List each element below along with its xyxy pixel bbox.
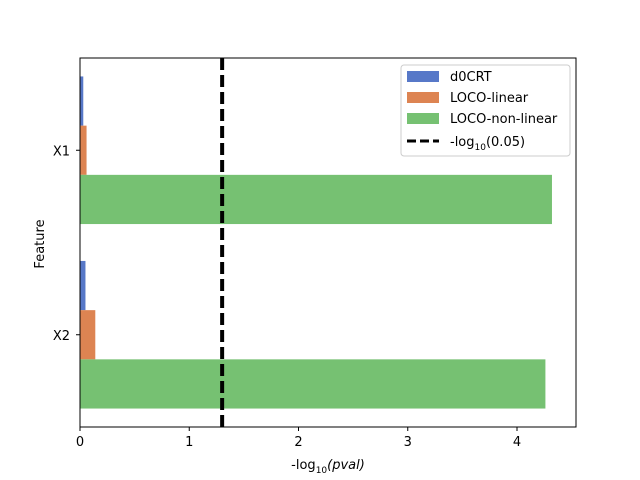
bar-x1-loco-non-linear (80, 174, 552, 225)
legend: d0CRT LOCO-linear LOCO-non-linear -log10(0… (400, 64, 571, 157)
legend-reference-line-prefix: -log (450, 135, 475, 150)
x-axis-label-subscript: 10 (316, 466, 328, 476)
legend-label-loco-non-linear: LOCO-non-linear (450, 112, 558, 127)
legend-items: d0CRT LOCO-linear LOCO-non-linear (407, 70, 558, 127)
y-axis-label: Feature (33, 219, 48, 268)
x-axis-label: -log10(pval) (291, 458, 365, 476)
y-axis: X1 X2 (53, 144, 80, 344)
x-axis-label-prefix: -log (291, 458, 316, 473)
legend-frame (400, 64, 571, 157)
x-tick-label: 3 (404, 435, 412, 450)
legend-reference-line-label: -log10(0.05) (450, 135, 525, 153)
bars-layer (80, 76, 552, 409)
y-tick-label: X1 (53, 144, 70, 159)
legend-reference-line-subscript: 10 (475, 143, 487, 153)
bar-x1-d0crt (80, 76, 84, 126)
legend-label-d0crt: d0CRT (450, 70, 492, 85)
x-tick-label: 0 (76, 435, 84, 450)
x-tick-label: 4 (513, 435, 521, 450)
x-tick-label: 1 (185, 435, 193, 450)
plot-frame (79, 57, 577, 428)
legend-reference-line-suffix: (0.05) (486, 135, 525, 150)
legend-swatch-loco-non-linear (407, 113, 439, 124)
bar-x2-d0crt (80, 260, 86, 311)
x-axis-label-suffix: (pval) (327, 458, 365, 473)
legend-swatch-d0crt (407, 71, 439, 82)
bar-x2-loco-non-linear (80, 359, 546, 409)
y-tick-label: X2 (53, 329, 70, 344)
legend-label-loco-linear: LOCO-linear (450, 91, 529, 106)
bar-x2-loco-linear (80, 310, 96, 360)
x-tick-label: 2 (294, 435, 302, 450)
legend-swatch-loco-linear (407, 92, 439, 103)
x-axis: 0 1 2 3 4 (76, 427, 521, 450)
bar-x1-loco-linear (80, 125, 87, 175)
